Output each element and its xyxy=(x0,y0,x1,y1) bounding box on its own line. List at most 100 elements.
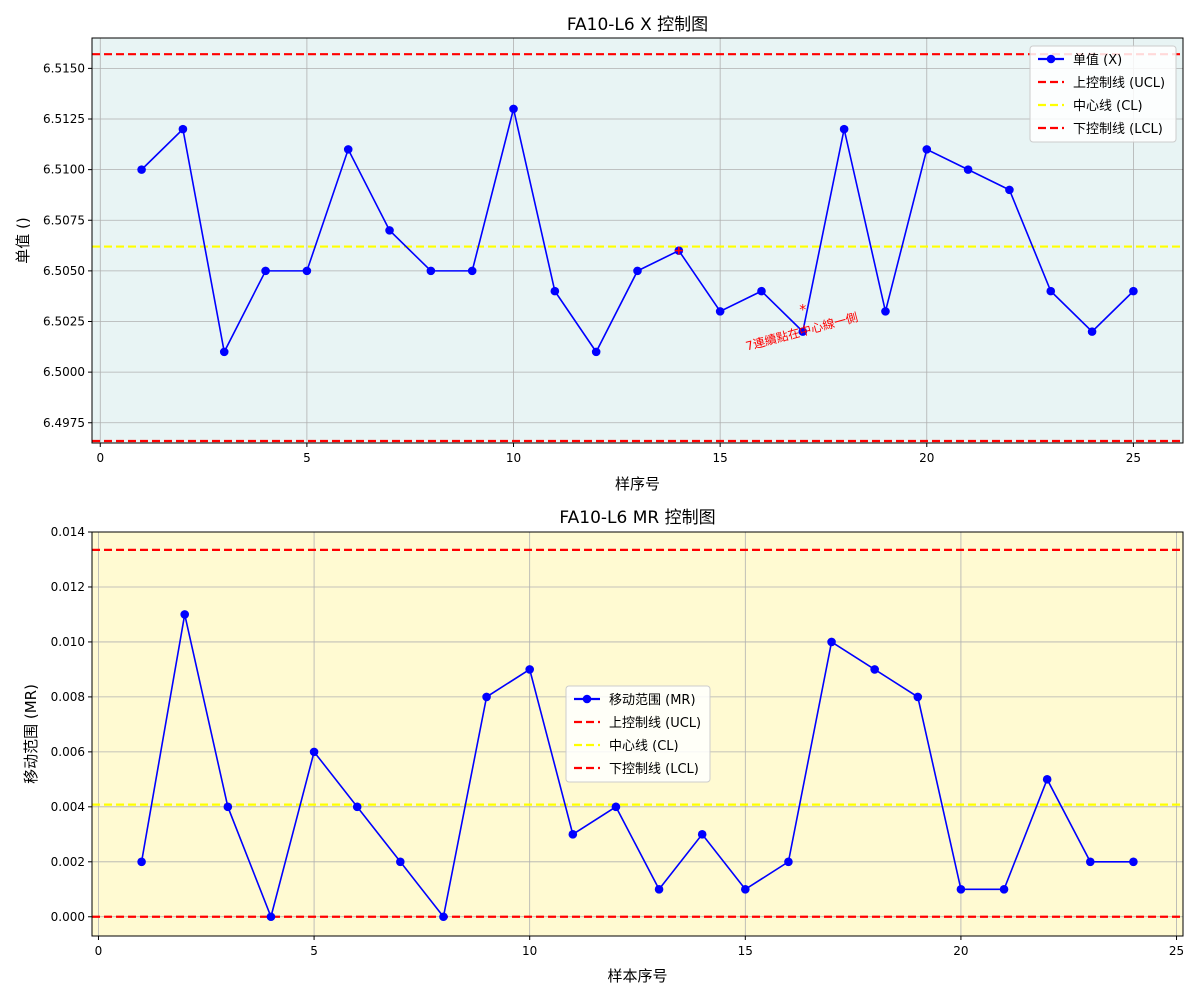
x-tick-label: 25 xyxy=(1126,451,1141,465)
data-point xyxy=(839,124,849,134)
legend-label: 上控制线 (UCL) xyxy=(609,716,701,731)
plus-marker xyxy=(674,246,683,255)
data-point xyxy=(343,145,353,154)
data-point xyxy=(798,327,808,336)
chart-title: FA10-L6 MR 控制图 xyxy=(559,508,715,528)
legend-box xyxy=(565,685,711,783)
data-point xyxy=(266,912,276,922)
y-tick-label: 0.000 xyxy=(51,910,85,924)
data-point xyxy=(309,747,319,757)
y-tick-label: 0.004 xyxy=(51,800,85,814)
data-point xyxy=(963,165,973,174)
x-tick-label: 5 xyxy=(310,944,318,958)
legend-label: 移动范围 (MR) xyxy=(609,693,696,708)
y-axis-label: 单值 () xyxy=(14,217,32,263)
plus-marker xyxy=(353,802,362,811)
y-tick-label: 6.5150 xyxy=(43,61,85,75)
data-point xyxy=(482,692,491,702)
data-point xyxy=(715,307,725,316)
y-axis-label: 移动范围 (MR) xyxy=(22,684,40,784)
data-point xyxy=(757,286,766,296)
legend-label: 中心线 (CL) xyxy=(1073,99,1143,114)
x-axis-label: 样序号 xyxy=(615,475,660,493)
data-point xyxy=(439,912,448,922)
data-point xyxy=(741,884,750,894)
data-point xyxy=(261,266,270,276)
y-tick-label: 6.5025 xyxy=(43,315,85,329)
legend-label: 下控制线 (LCL) xyxy=(609,762,699,777)
data-point xyxy=(827,637,836,647)
y-tick-label: 6.5100 xyxy=(43,163,85,177)
legend-label: 单值 (X) xyxy=(1073,52,1122,68)
data-point xyxy=(922,145,932,154)
y-tick-label: 6.5075 xyxy=(43,213,85,227)
data-point xyxy=(137,857,146,867)
y-tick-label: 0.014 xyxy=(51,525,85,539)
x-tick-label: 15 xyxy=(738,944,753,958)
data-point xyxy=(396,857,405,867)
y-tick-label: 6.5050 xyxy=(43,264,85,278)
data-point xyxy=(467,266,477,276)
data-point xyxy=(1129,286,1138,296)
data-point xyxy=(1042,775,1052,784)
x-tick-label: 10 xyxy=(522,944,537,958)
x-tick-label: 25 xyxy=(1169,944,1184,958)
data-point xyxy=(999,884,1009,894)
data-point xyxy=(426,266,436,276)
data-point xyxy=(568,830,578,839)
data-point xyxy=(1087,327,1097,336)
legend-box xyxy=(1029,45,1177,143)
data-point xyxy=(591,347,601,357)
axes-frame xyxy=(91,531,1184,937)
legend-marker xyxy=(582,694,592,704)
x-tick-label: 20 xyxy=(953,944,968,958)
y-tick-label: 0.008 xyxy=(51,690,85,704)
x-tick-label: 15 xyxy=(713,451,728,465)
data-point xyxy=(1005,185,1014,195)
axes-frame xyxy=(91,37,1184,444)
data-point xyxy=(654,884,664,894)
data-point xyxy=(178,124,188,134)
x-tick-label: 10 xyxy=(506,451,521,465)
legend-marker xyxy=(1046,54,1056,64)
y-tick-label: 0.006 xyxy=(51,745,85,759)
data-point xyxy=(525,665,534,674)
star-marker: * xyxy=(799,302,806,318)
data-point xyxy=(913,692,923,702)
y-tick-label: 0.002 xyxy=(51,855,85,869)
x-tick-label: 0 xyxy=(96,451,104,465)
data-point xyxy=(881,307,890,316)
y-tick-label: 6.5125 xyxy=(43,112,85,126)
data-point xyxy=(137,165,146,174)
chart-title: FA10-L6 X 控制图 xyxy=(567,15,708,35)
data-point xyxy=(385,226,394,235)
plus-marker xyxy=(611,802,620,811)
data-point xyxy=(219,347,229,357)
x-tick-label: 20 xyxy=(919,451,934,465)
data-point xyxy=(1046,286,1056,296)
data-point xyxy=(1129,857,1138,867)
data-point xyxy=(180,610,190,619)
legend-label: 中心线 (CL) xyxy=(609,739,679,754)
data-point xyxy=(784,857,793,867)
y-tick-label: 0.010 xyxy=(51,635,85,649)
data-point xyxy=(223,802,233,812)
data-point xyxy=(509,104,518,114)
y-tick-label: 6.5000 xyxy=(43,365,85,379)
x-tick-label: 5 xyxy=(303,451,311,465)
data-point xyxy=(1085,857,1095,867)
mr-control-chart: 0 5 10 15 20 25 0.000 0.002 0.004 0.006 0.008 0.010… xyxy=(22,508,1184,985)
data-point xyxy=(697,830,707,839)
data-point xyxy=(870,665,879,674)
y-tick-label: 0.012 xyxy=(51,580,85,594)
data-point xyxy=(633,266,642,276)
data-point xyxy=(550,286,560,296)
legend-label: 上控制线 (UCL) xyxy=(1073,76,1165,91)
x-axis-label: 样本序号 xyxy=(607,967,667,985)
legend-label: 下控制线 (LCL) xyxy=(1073,122,1163,137)
data-point xyxy=(956,884,966,894)
plot-area-background xyxy=(92,38,1183,443)
data-point xyxy=(302,266,312,276)
